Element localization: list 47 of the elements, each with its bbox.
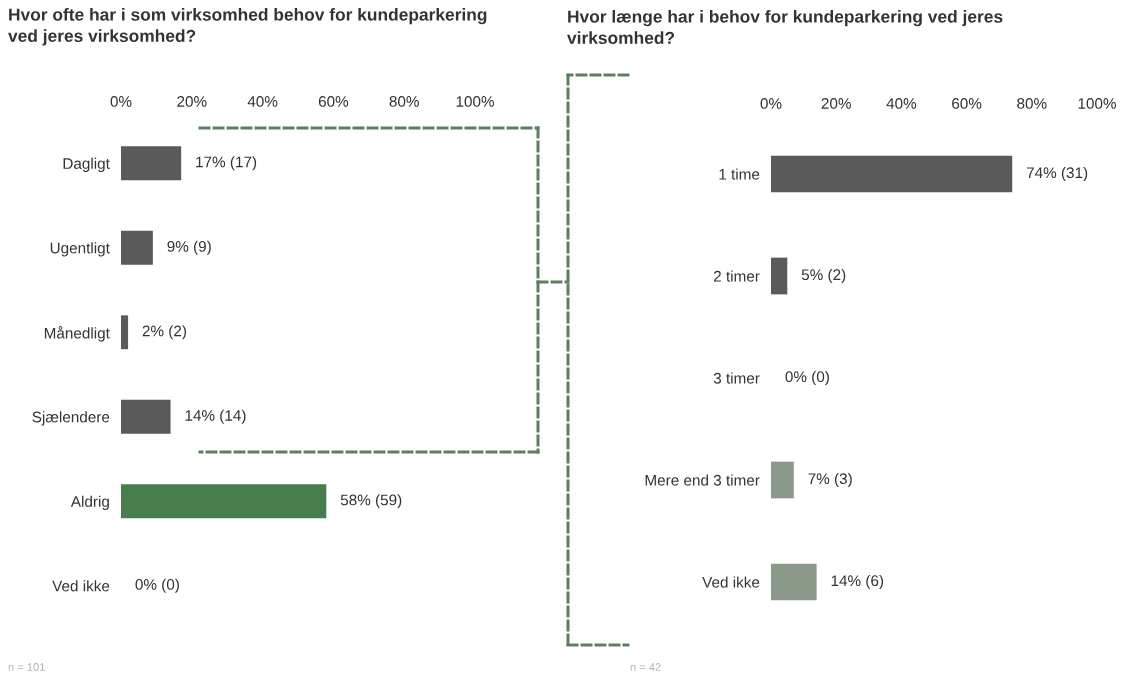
x-tick-label: 80% [1017, 98, 1047, 109]
x-tick-label: 80% [389, 96, 419, 107]
data-label: 14% (14) [185, 409, 246, 424]
y-tick-label: 3 timer [713, 372, 760, 384]
y-tick-label: Sjælendere [32, 411, 110, 426]
text: n = 101 [8, 663, 45, 671]
y-tick-label: 2 timer [713, 270, 760, 282]
data-label: 0% (0) [135, 578, 179, 593]
data-label: 14% (6) [831, 574, 884, 590]
bar [121, 230, 153, 265]
y-tick-label: Ved ikke [52, 580, 110, 592]
bar [121, 315, 129, 350]
data-label: 9% (9) [167, 240, 211, 255]
chart-title: Hvor længe har i behov for kundeparkering ved jeres virksomhed? [567, 10, 1003, 45]
data-label: 0% (0) [785, 370, 829, 386]
data-label: 74% (31) [1026, 166, 1088, 182]
y-tick-label: Ugentligt [50, 242, 110, 257]
data-label: 2% (2) [142, 325, 187, 340]
bar [771, 257, 788, 295]
x-tick-label: 60% [952, 98, 982, 109]
y-tick-label: Månedligt [44, 326, 110, 342]
x-tick-label: 100% [456, 96, 494, 107]
x-tick-label: 40% [886, 98, 917, 109]
y-tick-label: Mere end 3 timer [645, 474, 760, 486]
x-tick-label: 0% [760, 98, 782, 109]
data-label: 7% (3) [808, 472, 852, 488]
bar [771, 461, 794, 499]
y-tick-label: Dagligt [63, 157, 110, 172]
text: n = 42 [630, 663, 661, 671]
bar [121, 399, 171, 434]
bar [121, 484, 327, 519]
x-tick-label: 20% [821, 98, 851, 109]
y-tick-label: 1 time [719, 168, 760, 180]
x-tick-label: 100% [1078, 98, 1116, 109]
data-label: 58% (59) [340, 494, 402, 509]
bar [771, 563, 817, 601]
y-tick-label: Ved ikke [702, 576, 760, 588]
chart-title: Hvor ofte har i som virksomhed behov for kundeparkering ved jeres virksomhed? [8, 8, 487, 46]
x-tick-label: 0% [110, 96, 132, 107]
data-label: 5% (2) [801, 268, 846, 284]
y-tick-label: Aldrig [70, 495, 109, 510]
data-label: 17% (17) [196, 156, 257, 171]
bar [121, 146, 182, 181]
x-tick-label: 40% [247, 96, 278, 107]
x-tick-label: 60% [318, 96, 349, 107]
x-tick-label: 20% [177, 96, 207, 107]
bar [771, 155, 1013, 193]
